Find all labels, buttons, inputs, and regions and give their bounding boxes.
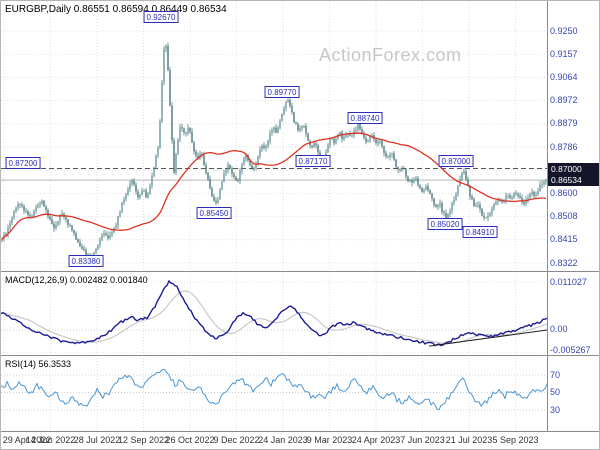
key-level-price-box: 0.87000: [548, 162, 599, 175]
macd-axis-label: 0.011027: [550, 276, 587, 287]
price-annotation: 0.85020: [427, 218, 463, 230]
price-annotation: 0.85450: [196, 207, 232, 219]
macd-axis-label: -0.005267: [550, 345, 591, 355]
rsi-indicator-label: RSI(14) 56.3533: [5, 359, 72, 369]
price-axis-label: 0.9250: [550, 25, 578, 36]
price-axis-label: 0.9064: [550, 71, 578, 82]
price-annotation: 0.87200: [5, 157, 41, 169]
watermark: ActionForex.com: [319, 45, 462, 65]
date-axis-label: 21 Jul 2023: [445, 435, 493, 445]
date-axis-label: 9 Mar 2023: [306, 435, 353, 445]
price-annotation: 0.88740: [347, 112, 383, 124]
price-annotation: 0.83380: [68, 255, 104, 267]
price-annotation: 0.89770: [264, 86, 300, 98]
macd-indicator-label: MACD(12,26,9) 0.002482 0.001840: [5, 275, 148, 285]
rsi-axis-label: 70: [550, 369, 561, 380]
date-axis-label: 24 Apr 2023: [351, 435, 401, 445]
price-axis-label: 0.8879: [550, 118, 578, 129]
date-axis-label: 29 Apr 2022: [2, 435, 52, 445]
price-axis-label: 0.9157: [550, 48, 578, 59]
date-axis-label: 9 Dec 2022: [213, 435, 260, 445]
price-axis-label: 0.8786: [550, 141, 578, 152]
price-annotation: 0.92670: [143, 11, 179, 23]
last-price-box: 0.86534: [548, 174, 599, 187]
rsi-axis-label: 30: [550, 404, 561, 415]
price-axis-label: 0.8322: [550, 257, 578, 268]
date-axis-label: 14 Jun 2022: [25, 435, 76, 445]
date-axis-label: 5 Sep 2023: [492, 435, 539, 445]
date-axis-label: 26 Oct 2022: [165, 435, 215, 445]
date-axis-label: 7 Jun 2023: [400, 435, 445, 445]
date-axis-label: 24 Jan 2023: [258, 435, 308, 445]
date-axis-label: 28 Jul 2022: [73, 435, 121, 445]
rsi-axis-label: 50: [550, 387, 561, 397]
price-axis-label: 0.8415: [550, 234, 578, 245]
price-annotation: 0.84910: [462, 226, 498, 238]
price-axis-label: 0.8600: [550, 187, 578, 198]
price-annotation: 0.87170: [295, 155, 331, 167]
price-axis-label: 0.8508: [550, 211, 578, 222]
macd-axis-label: 0.00: [550, 324, 568, 334]
date-axis-label: 12 Sep 2022: [117, 435, 170, 445]
symbol-info: EURGBP,Daily 0.86551 0.86594 0.86449 0.8…: [5, 4, 227, 15]
price-annotation: 0.87000: [438, 155, 474, 167]
price-axis-label: 0.8972: [550, 95, 578, 106]
